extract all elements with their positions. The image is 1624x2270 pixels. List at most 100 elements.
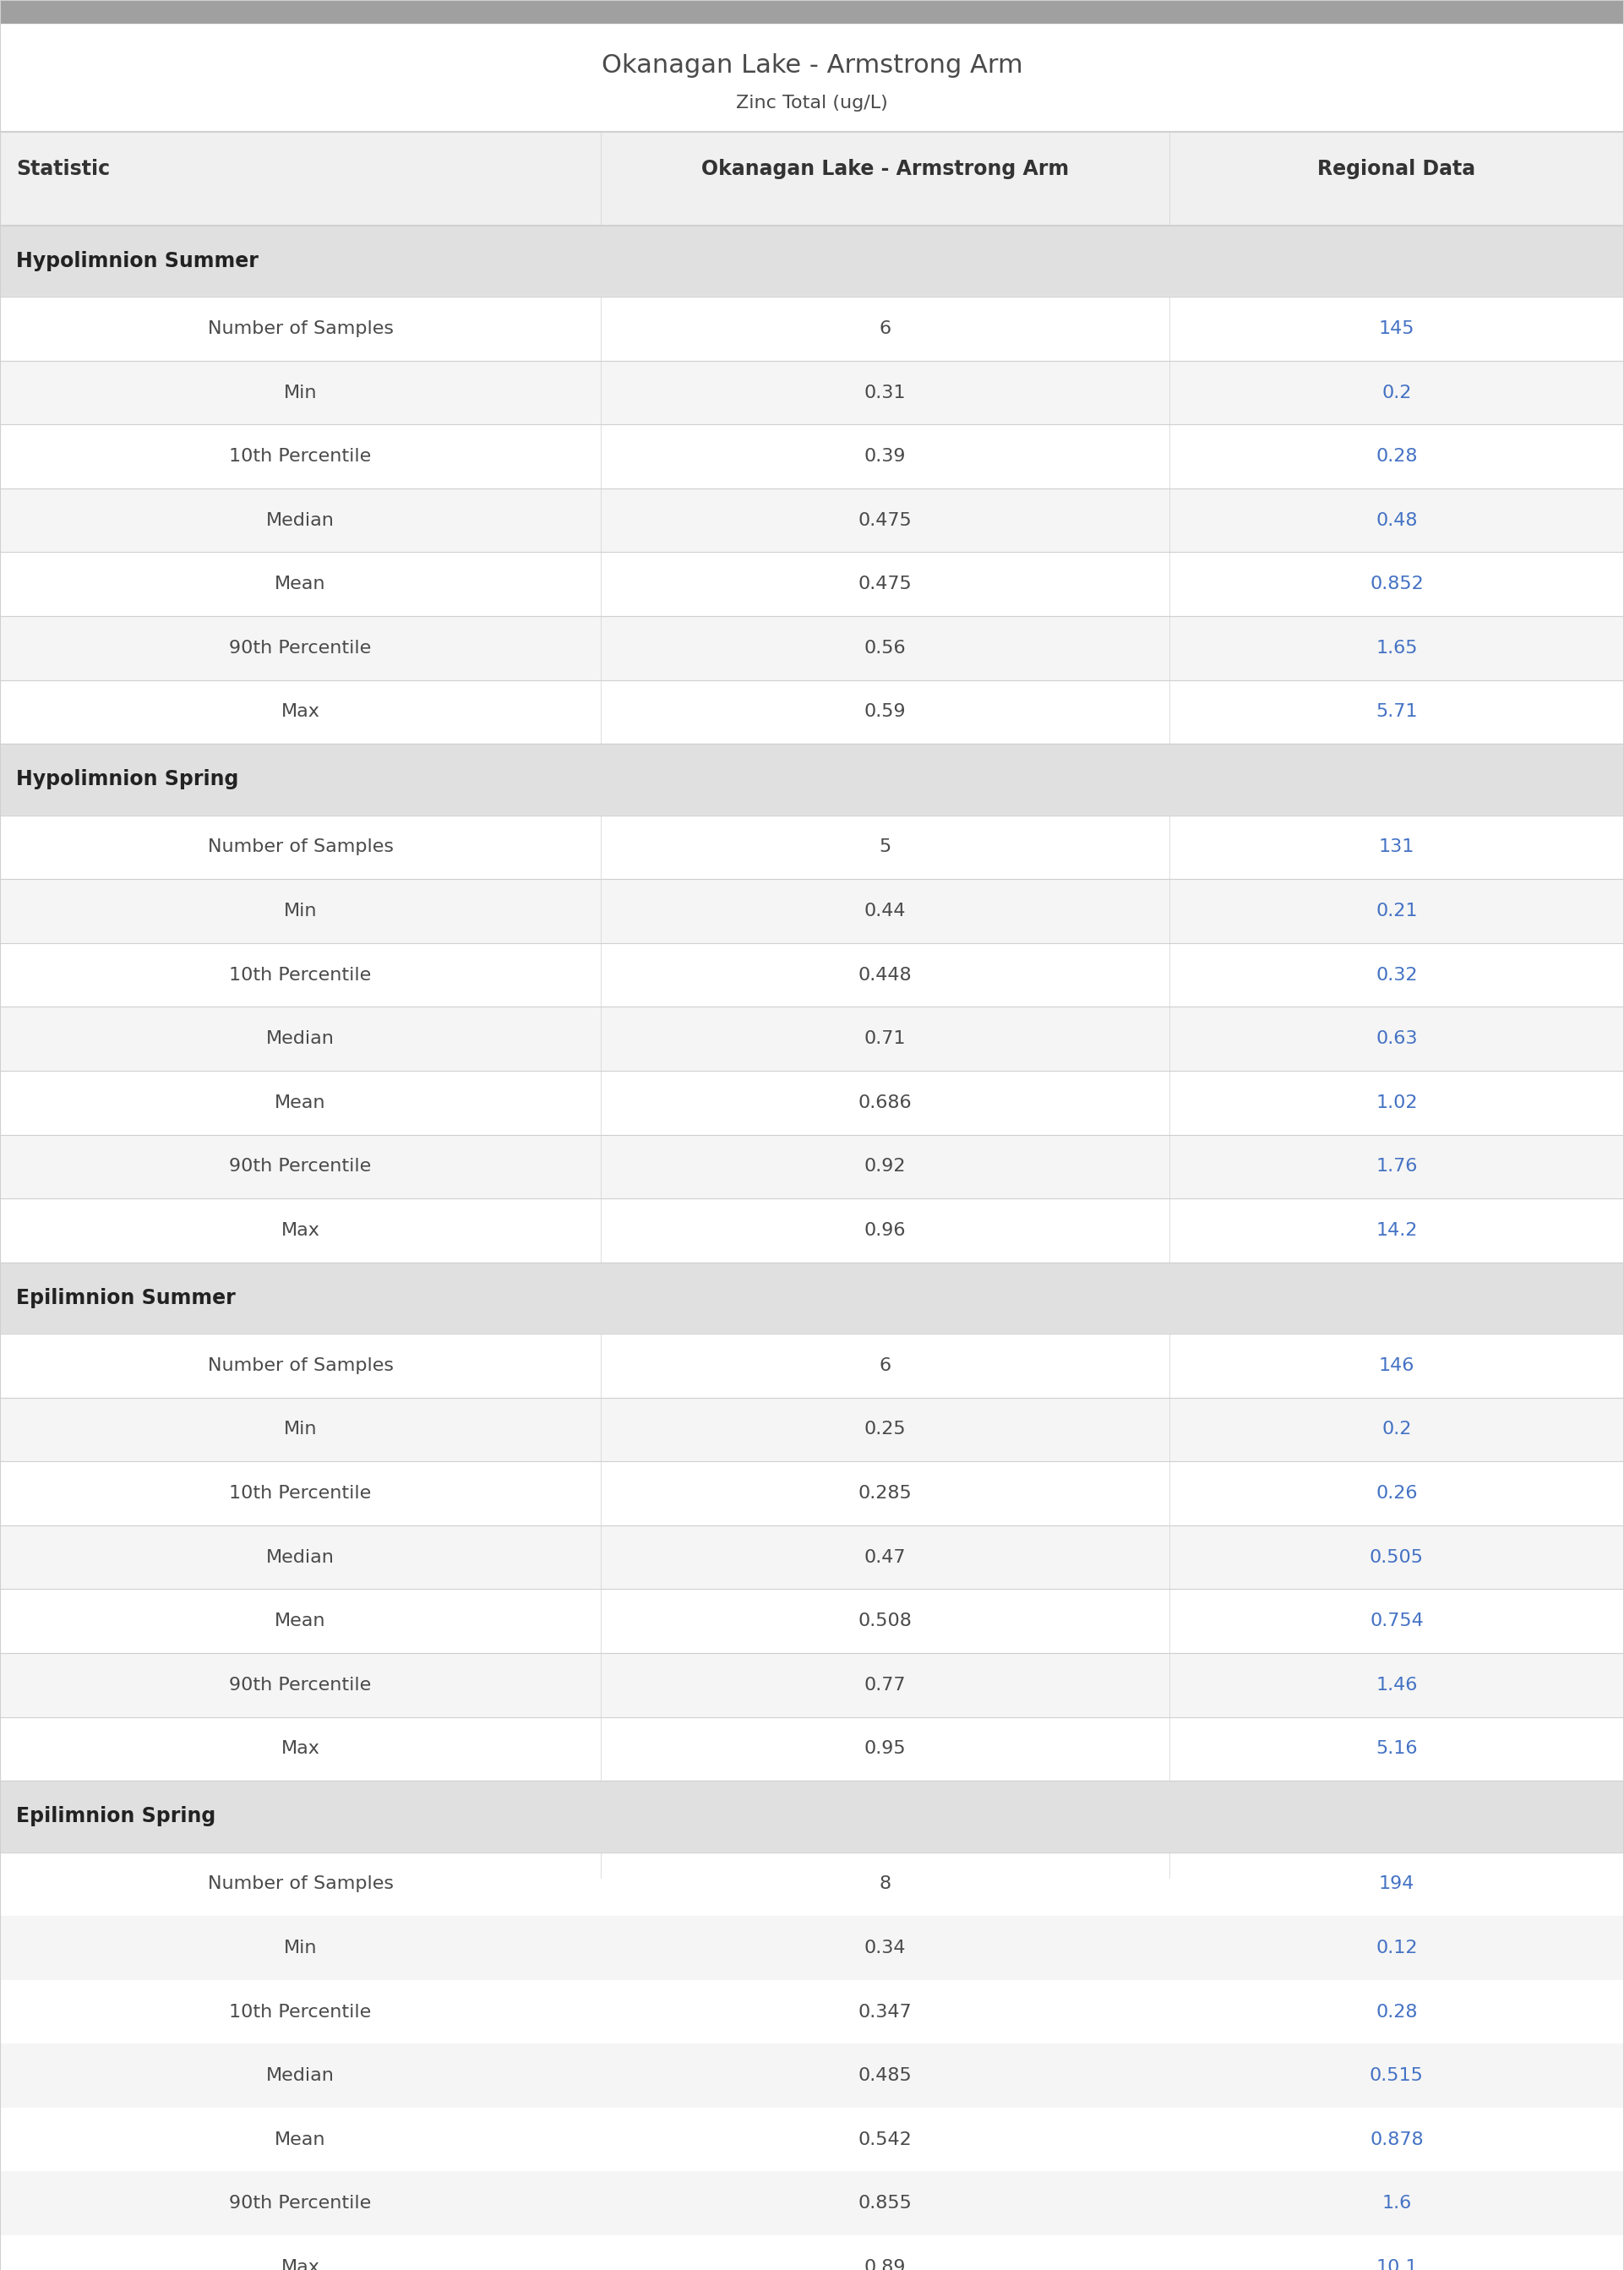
Bar	[0, 1008, 1624, 1071]
Text: 0.77: 0.77	[864, 1678, 906, 1693]
Bar	[0, 225, 1624, 297]
Text: 90th Percentile: 90th Percentile	[229, 2195, 372, 2211]
Bar	[0, 1979, 1624, 2043]
Text: 1.02: 1.02	[1376, 1094, 1418, 1110]
Bar	[0, 1916, 1624, 1979]
Text: Min: Min	[284, 1421, 317, 1437]
Bar	[0, 1525, 1624, 1589]
Text: 0.44: 0.44	[864, 903, 906, 919]
Text: Mean: Mean	[274, 577, 326, 592]
Bar	[0, 1199, 1624, 1262]
Text: 0.855: 0.855	[857, 2195, 913, 2211]
Text: 0.89: 0.89	[864, 2259, 906, 2270]
Text: Number of Samples: Number of Samples	[208, 1357, 393, 1373]
Bar	[0, 0, 1624, 23]
Text: 194: 194	[1379, 1875, 1415, 1893]
Text: Okanagan Lake - Armstrong Arm: Okanagan Lake - Armstrong Arm	[702, 159, 1069, 179]
Text: 14.2: 14.2	[1376, 1221, 1418, 1239]
Text: 0.26: 0.26	[1376, 1485, 1418, 1503]
Text: 0.92: 0.92	[864, 1158, 906, 1176]
Bar	[0, 878, 1624, 942]
Text: Mean: Mean	[274, 1094, 326, 1110]
Bar	[0, 1780, 1624, 1852]
Text: Median: Median	[266, 1548, 335, 1566]
Text: Min: Min	[284, 1939, 317, 1957]
Text: 0.39: 0.39	[864, 447, 906, 465]
Text: 10th Percentile: 10th Percentile	[229, 1485, 372, 1503]
Text: Number of Samples: Number of Samples	[208, 320, 393, 338]
Text: Max: Max	[281, 1221, 320, 1239]
Bar	[0, 1262, 1624, 1335]
Text: 0.34: 0.34	[864, 1939, 906, 1957]
Text: 0.56: 0.56	[864, 640, 906, 656]
Bar	[0, 1398, 1624, 1462]
Text: 0.71: 0.71	[864, 1031, 906, 1046]
Text: 10th Percentile: 10th Percentile	[229, 2004, 372, 2020]
Bar	[0, 488, 1624, 552]
Bar	[0, 1589, 1624, 1653]
Text: Max: Max	[281, 1741, 320, 1757]
Bar	[0, 1653, 1624, 1716]
Text: 0.48: 0.48	[1376, 513, 1418, 529]
Text: 0.2: 0.2	[1382, 1421, 1411, 1437]
Text: Hypolimnion Summer: Hypolimnion Summer	[16, 252, 258, 270]
Bar	[0, 2107, 1624, 2172]
Bar	[0, 2236, 1624, 2270]
Text: 0.878: 0.878	[1369, 2132, 1424, 2147]
Text: 0.32: 0.32	[1376, 967, 1418, 983]
Text: 90th Percentile: 90th Percentile	[229, 1678, 372, 1693]
Text: 0.28: 0.28	[1376, 447, 1418, 465]
Text: 0.475: 0.475	[857, 577, 913, 592]
Bar	[0, 424, 1624, 488]
Text: 0.448: 0.448	[857, 967, 913, 983]
Bar	[0, 1335, 1624, 1398]
Bar	[0, 132, 1624, 225]
Text: 0.686: 0.686	[857, 1094, 913, 1110]
Text: 0.505: 0.505	[1369, 1548, 1424, 1566]
Text: 0.485: 0.485	[857, 2068, 913, 2084]
Text: 0.59: 0.59	[864, 704, 906, 720]
Text: 6: 6	[879, 320, 892, 338]
Text: 145: 145	[1379, 320, 1415, 338]
Bar	[0, 2043, 1624, 2107]
Bar	[0, 1071, 1624, 1135]
Text: 0.95: 0.95	[864, 1741, 906, 1757]
Text: 0.2: 0.2	[1382, 384, 1411, 402]
Text: 0.28: 0.28	[1376, 2004, 1418, 2020]
Text: 0.63: 0.63	[1376, 1031, 1418, 1046]
Text: Epilimnion Spring: Epilimnion Spring	[16, 1807, 216, 1827]
Text: Median: Median	[266, 513, 335, 529]
Text: Median: Median	[266, 2068, 335, 2084]
Text: 0.347: 0.347	[857, 2004, 913, 2020]
Text: 10th Percentile: 10th Percentile	[229, 967, 372, 983]
Text: Hypolimnion Spring: Hypolimnion Spring	[16, 770, 239, 790]
Text: Regional Data: Regional Data	[1317, 159, 1476, 179]
Text: Min: Min	[284, 903, 317, 919]
Text: 0.285: 0.285	[857, 1485, 913, 1503]
Bar	[0, 815, 1624, 878]
Text: 90th Percentile: 90th Percentile	[229, 640, 372, 656]
Text: Median: Median	[266, 1031, 335, 1046]
Text: 1.65: 1.65	[1376, 640, 1418, 656]
Text: 10.1: 10.1	[1376, 2259, 1418, 2270]
Text: 0.542: 0.542	[857, 2132, 913, 2147]
Text: 5.16: 5.16	[1376, 1741, 1418, 1757]
Text: Max: Max	[281, 2259, 320, 2270]
Text: 0.25: 0.25	[864, 1421, 906, 1437]
Bar	[0, 1135, 1624, 1199]
Text: 0.31: 0.31	[864, 384, 906, 402]
Text: Mean: Mean	[274, 1612, 326, 1630]
Bar	[0, 615, 1624, 681]
Text: 10th Percentile: 10th Percentile	[229, 447, 372, 465]
Text: 0.515: 0.515	[1369, 2068, 1424, 2084]
Text: 0.12: 0.12	[1376, 1939, 1418, 1957]
Text: 0.754: 0.754	[1369, 1612, 1424, 1630]
Bar	[0, 297, 1624, 361]
Text: 90th Percentile: 90th Percentile	[229, 1158, 372, 1176]
Text: Number of Samples: Number of Samples	[208, 1875, 393, 1893]
Text: 131: 131	[1379, 838, 1415, 856]
Text: Min: Min	[284, 384, 317, 402]
Text: Zinc Total (ug/L): Zinc Total (ug/L)	[736, 95, 888, 111]
Text: Epilimnion Summer: Epilimnion Summer	[16, 1287, 235, 1308]
Bar	[0, 361, 1624, 424]
